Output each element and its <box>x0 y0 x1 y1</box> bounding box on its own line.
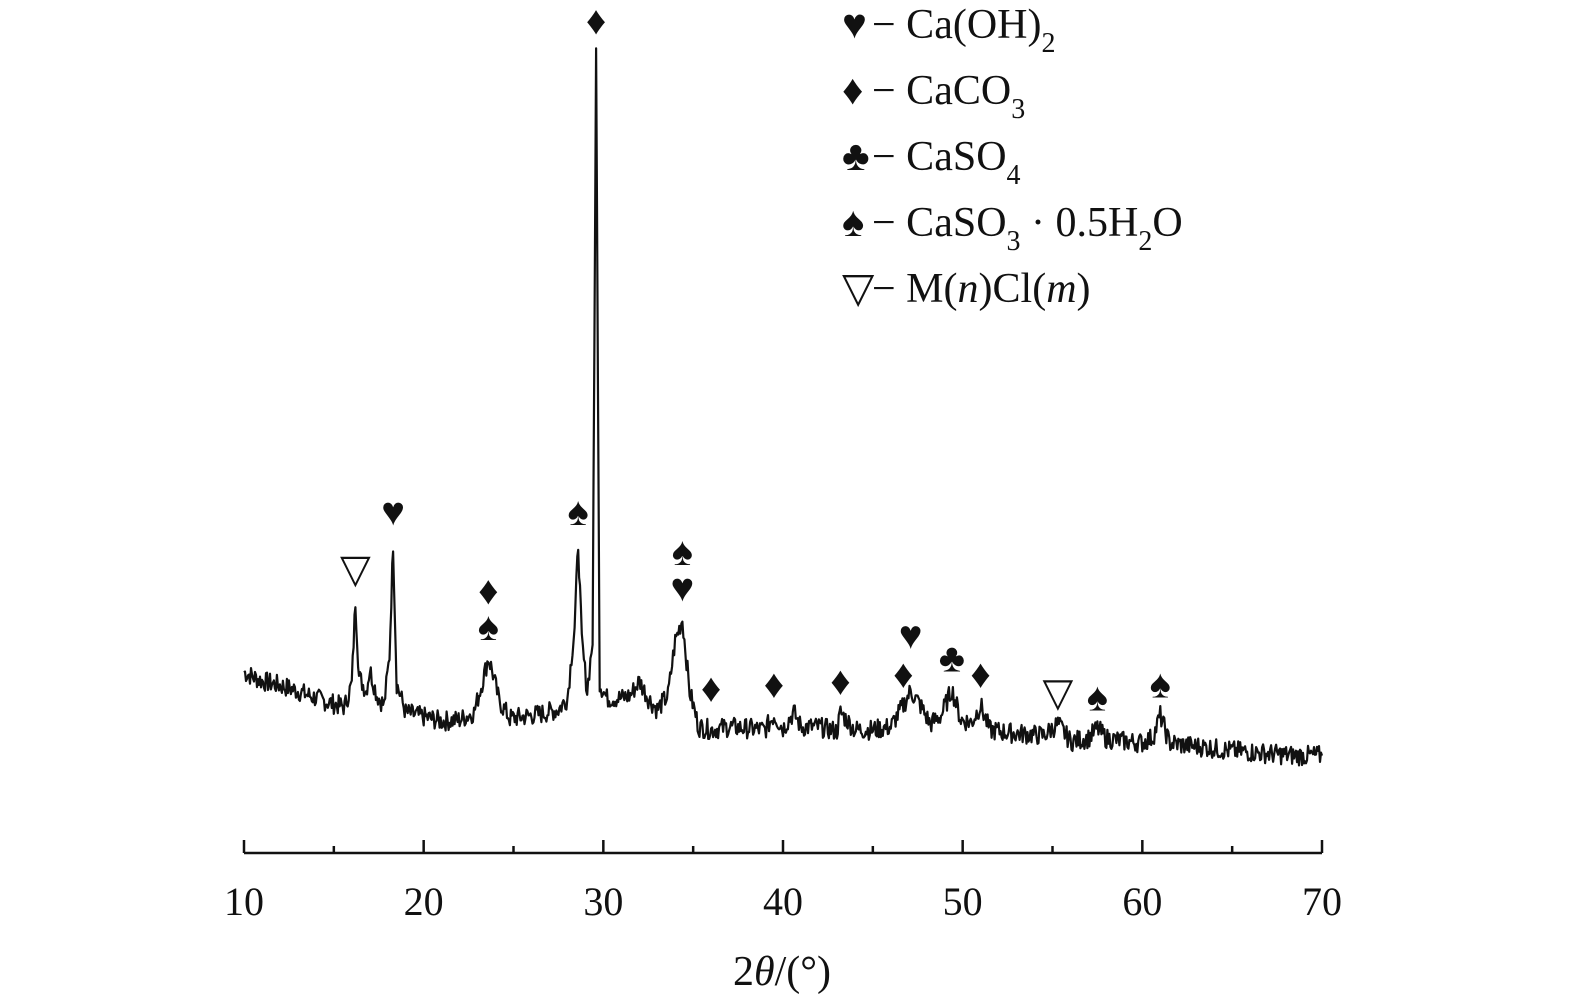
peak-markers: ▽♥♠♦♠♦♥♠♦ ♦ ♦ ♦♥♣ ♦ ▽ ♠ ♠ <box>340 0 1171 719</box>
heart-icon: ♥ <box>671 565 695 610</box>
spade-icon: ♠ <box>478 604 499 649</box>
diamond-icon: ♦ <box>842 68 863 114</box>
diffraction-series-line <box>243 47 1324 767</box>
heart-icon: ♥ <box>842 2 867 48</box>
triangle-down-icon: ▽ <box>842 266 875 312</box>
legend-entry: ♠ − CaSO3 · 0.5H2O <box>842 200 1183 257</box>
x-axis: 10 20 30 40 50 60 70 <box>224 840 1342 924</box>
x-tick-label: 10 <box>224 879 264 924</box>
diamond-icon: ♦ <box>893 651 913 696</box>
legend-entry: ♣ − CaSO4 <box>842 134 1021 191</box>
legend: ♥ − Ca(OH)2♦ − CaCO3♣ − CaSO4♠ − CaSO3 · 0.5… <box>842 2 1183 312</box>
legend-label: − CaSO4 <box>872 134 1021 191</box>
triangle-down-icon: ▽ <box>1043 670 1074 715</box>
x-tick-label: 70 <box>1302 879 1342 924</box>
diamond-icon: ♦ <box>478 568 498 613</box>
spade-icon: ♠ <box>672 529 693 574</box>
x-tick-label: 30 <box>583 879 623 924</box>
club-icon: ♣ <box>842 134 870 180</box>
x-tick-label: 20 <box>404 879 444 924</box>
club-icon: ♣ <box>939 636 965 681</box>
x-tick-label: 50 <box>943 879 983 924</box>
diamond-icon: ♦ <box>830 659 850 704</box>
x-axis-label: 2θ/(°) <box>733 949 831 995</box>
diamond-icon: ♦ <box>701 666 721 711</box>
heart-icon: ♥ <box>899 613 923 658</box>
diamond-icon: ♦ <box>970 651 990 696</box>
legend-label: − M(n)Cl(m) <box>872 266 1091 312</box>
spade-icon: ♠ <box>842 200 864 246</box>
legend-entry: ▽− M(n)Cl(m) <box>842 266 1091 312</box>
legend-label: − CaSO3 · 0.5H2O <box>872 200 1183 257</box>
legend-entry: ♦ − CaCO3 <box>842 68 1025 125</box>
legend-entry: ♥ − Ca(OH)2 <box>842 2 1055 59</box>
spade-icon: ♠ <box>568 489 589 534</box>
triangle-down-icon: ▽ <box>340 547 371 592</box>
spade-icon: ♠ <box>1150 661 1171 706</box>
x-tick-label: 40 <box>763 879 803 924</box>
x-tick-label: 60 <box>1122 879 1162 924</box>
spade-icon: ♠ <box>1087 674 1108 719</box>
diamond-icon: ♦ <box>764 661 784 706</box>
diamond-icon: ♦ <box>586 0 606 43</box>
plot-area <box>243 47 1324 767</box>
legend-label: − CaCO3 <box>872 68 1025 125</box>
legend-label: − Ca(OH)2 <box>872 2 1055 59</box>
heart-icon: ♥ <box>381 489 405 534</box>
